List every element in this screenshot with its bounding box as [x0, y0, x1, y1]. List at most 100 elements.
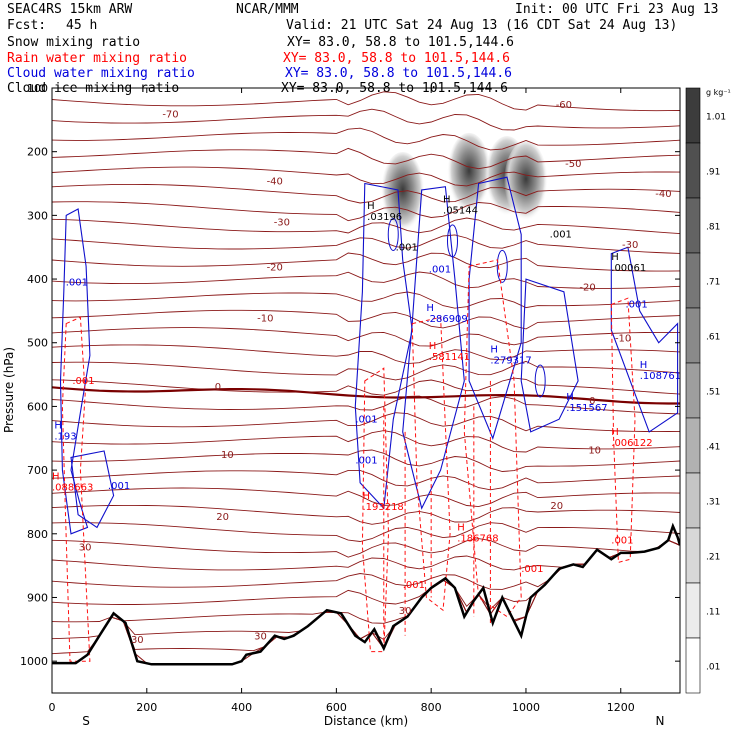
freezing-level-line — [52, 386, 680, 405]
field-xy-cloudwater: XY= 83.0, 58.8 to 101.5,144.6 — [285, 66, 512, 81]
org-label: NCAR/MMM — [236, 2, 299, 17]
field-xy-rain: XY= 83.0, 58.8 to 101.5,144.6 — [283, 51, 510, 66]
x-tick-label-3: 600 — [326, 701, 347, 714]
y-tick-label-9: 1000 — [20, 655, 48, 668]
colorbar-bin-7 — [685, 472, 701, 529]
isotherm-label-9: -10 — [257, 313, 273, 324]
terrain-line — [52, 522, 680, 666]
model-title: SEAC4RS 15km ARW — [7, 2, 133, 17]
svg-text:.193: .193 — [54, 432, 76, 443]
svg-text:.05144: .05144 — [443, 206, 478, 217]
temperature-contours — [52, 91, 680, 665]
isotherm-9 — [52, 252, 680, 272]
maximum-label-13: .001 — [108, 481, 130, 492]
isotherm-33 — [52, 539, 680, 665]
cloud-contour-0 — [59, 208, 91, 535]
svg-text:.186768: .186768 — [457, 534, 498, 545]
x-tick-label-6: 1200 — [607, 701, 635, 714]
cloud-contour-1 — [70, 450, 115, 529]
cloud-contour-2 — [354, 182, 413, 510]
maximum-label-2: H.00061 — [611, 252, 646, 274]
cloud-contour-6 — [610, 246, 679, 433]
maximum-label-15: .001 — [355, 456, 377, 467]
svg-text:H: H — [362, 491, 370, 502]
rain-water-contours — [61, 259, 636, 662]
colorbar-tick-1: .91 — [706, 168, 720, 178]
isotherm-23 — [52, 504, 680, 525]
colorbar-tick-7: .31 — [706, 498, 720, 508]
x-tick-label-2: 400 — [231, 701, 252, 714]
svg-text:H: H — [457, 523, 465, 534]
isotherm-8 — [52, 234, 680, 254]
isotherm-label-17: 30 — [79, 543, 92, 554]
isotherm-label-14: 10 — [588, 446, 601, 457]
svg-text:H: H — [54, 421, 62, 432]
y-tick-label-0: 100 — [27, 82, 48, 95]
svg-text:H: H — [611, 427, 619, 438]
isotherm-25 — [52, 538, 680, 558]
isotherm-label-13: 10 — [221, 450, 234, 461]
svg-text:H: H — [52, 472, 60, 483]
maximum-label-4: .001 — [550, 230, 572, 241]
field-label-rain: Rain water mixing ratio — [7, 51, 188, 66]
colorbar-bin-3 — [685, 252, 701, 309]
y-tick-label-3: 400 — [27, 273, 48, 286]
y-axis-title: Pressure (hPa) — [2, 347, 16, 433]
isotherm-26 — [52, 539, 680, 571]
isotherm-4 — [52, 166, 680, 187]
y-tick-label-1: 200 — [27, 146, 48, 159]
snow-maximum-0 — [380, 151, 425, 236]
maximum-label-20: H.186768 — [457, 523, 498, 545]
svg-text:.001: .001 — [550, 230, 572, 241]
isotherm-label-8: -20 — [579, 283, 595, 294]
isotherm-label-18: 30 — [131, 635, 144, 646]
cloud-contour-4 — [468, 176, 522, 440]
rain-contour-3 — [463, 259, 522, 618]
isotherm-13 — [52, 327, 680, 347]
snow-maximum-3 — [503, 141, 548, 226]
x-tick-label-0: 0 — [49, 701, 56, 714]
isotherm-32 — [52, 539, 680, 665]
svg-text:H: H — [443, 195, 451, 206]
y-tick-label-4: 500 — [27, 337, 48, 350]
maximum-label-3: .001 — [396, 242, 418, 253]
isotherm-29 — [52, 539, 680, 624]
svg-text:.001: .001 — [355, 456, 377, 467]
svg-text:.088663: .088663 — [52, 483, 93, 494]
colorbar: 1.01 .91 .81 .71 .61 .51 .41 .31 .21 .11 .01 — [685, 87, 726, 694]
rain-contour-1 — [361, 367, 390, 653]
maximum-label-24: .001 — [403, 580, 425, 591]
rain-contour-0 — [61, 316, 91, 662]
colorbar-tick-8: .21 — [706, 553, 720, 563]
cloud-contour-3 — [402, 186, 465, 510]
isotherm-5 — [52, 183, 680, 204]
isotherm-label-10: -10 — [615, 334, 631, 345]
isotherm-12 — [52, 309, 680, 330]
fcst-value: 45 h — [66, 18, 98, 33]
isotherm-label-19: 30 — [254, 632, 267, 643]
rain-contour-4 — [610, 297, 636, 564]
field-xy-snow: XY= 83.0, 58.8 to 101.5,144.6 — [287, 35, 514, 50]
svg-text:.03196: .03196 — [367, 212, 402, 223]
colorbar-tick-3: .71 — [706, 278, 720, 288]
svg-text:H: H — [566, 392, 574, 403]
svg-text:.00061: .00061 — [611, 263, 646, 274]
maximum-label-11: .001 — [625, 300, 647, 311]
x-tick-label-5: 1000 — [512, 701, 540, 714]
isotherm-21 — [52, 469, 680, 491]
field-label-snow: Snow mixing ratio — [7, 35, 141, 50]
cloud-contour-5 — [520, 278, 579, 433]
svg-text:.006122: .006122 — [611, 438, 652, 449]
maximum-label-17: H.581141 — [429, 341, 470, 363]
maximum-label-10: H.108761 — [640, 360, 681, 382]
plot-frame — [51, 87, 681, 694]
isotherm-label-5: -30 — [274, 218, 290, 229]
isotherm-label-4: -40 — [655, 189, 671, 200]
x-tick-label-1: 200 — [136, 701, 157, 714]
maximum-label-0: H.03196 — [367, 201, 402, 223]
colorbar-tick-10: .01 — [706, 663, 720, 673]
colorbar-tick-4: .61 — [706, 333, 720, 343]
isotherm-2 — [52, 127, 680, 151]
field-label-cloudwater: Cloud water mixing ratio — [7, 66, 195, 81]
cloud-inner-2 — [496, 249, 508, 283]
